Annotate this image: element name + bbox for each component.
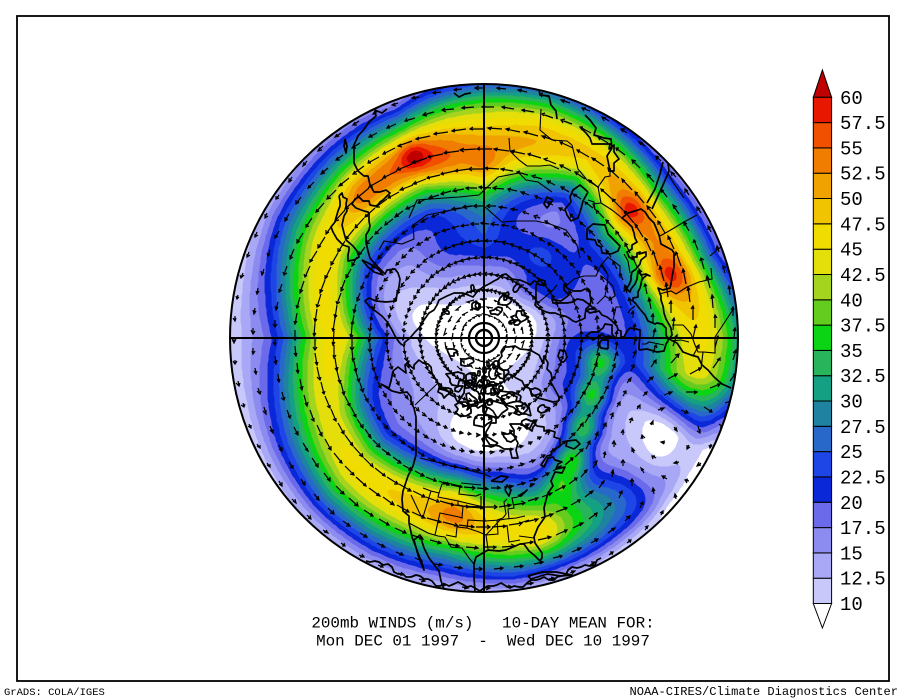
svg-text:12.5: 12.5 bbox=[840, 569, 886, 591]
svg-text:40: 40 bbox=[840, 290, 863, 312]
svg-text:52.5: 52.5 bbox=[840, 164, 886, 186]
svg-text:35: 35 bbox=[840, 341, 863, 363]
svg-text:42.5: 42.5 bbox=[840, 265, 886, 287]
svg-text:32.5: 32.5 bbox=[840, 366, 886, 388]
svg-text:60: 60 bbox=[840, 88, 863, 110]
svg-text:27.5: 27.5 bbox=[840, 417, 886, 439]
svg-text:25: 25 bbox=[840, 442, 863, 464]
svg-text:45: 45 bbox=[840, 240, 863, 262]
svg-text:30: 30 bbox=[840, 392, 863, 414]
svg-text:17.5: 17.5 bbox=[840, 518, 886, 540]
svg-text:200mb WINDS (m/s) 10-DAY MEA: 200mb WINDS (m/s) 10-DAY MEAN FOR: bbox=[311, 615, 654, 633]
svg-text:GrADS: COLA/IGES: GrADS: COLA/IGES bbox=[4, 687, 105, 699]
svg-text:37.5: 37.5 bbox=[840, 316, 886, 338]
svg-text:15: 15 bbox=[840, 543, 863, 565]
svg-text:22.5: 22.5 bbox=[840, 467, 886, 489]
svg-text:20: 20 bbox=[840, 493, 863, 515]
svg-text:10: 10 bbox=[840, 594, 863, 616]
svg-text:Mon DEC 01 1997 - Wed DEC 10: Mon DEC 01 1997 - Wed DEC 10 1997 bbox=[316, 633, 650, 651]
svg-text:55: 55 bbox=[840, 138, 863, 160]
svg-text:50: 50 bbox=[840, 189, 863, 211]
svg-text:47.5: 47.5 bbox=[840, 214, 886, 236]
svg-text:57.5: 57.5 bbox=[840, 113, 886, 135]
svg-text:NOAA-CIRES/Climate Diagnostics: NOAA-CIRES/Climate Diagnostics Center bbox=[629, 685, 898, 699]
